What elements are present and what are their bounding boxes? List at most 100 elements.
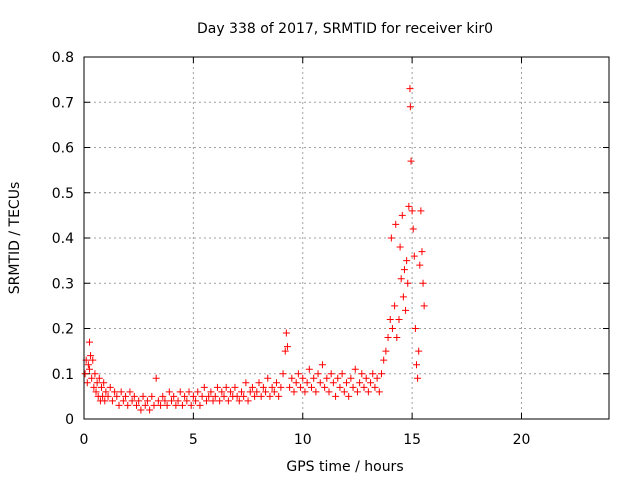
data-point (391, 302, 399, 310)
data-point (347, 374, 355, 382)
data-point (380, 356, 388, 364)
y-tick-label: 0 (65, 412, 74, 428)
data-point (93, 379, 101, 387)
data-point (183, 397, 191, 405)
data-point (172, 401, 180, 409)
data-point (406, 103, 414, 111)
y-tick-label: 0.8 (52, 50, 74, 66)
data-point (157, 401, 165, 409)
data-point (257, 392, 265, 400)
data-point (297, 383, 305, 391)
data-point (124, 401, 132, 409)
data-point (122, 392, 130, 400)
data-point (83, 379, 91, 387)
chart-title: Day 338 of 2017, SRMTID for receiver kir… (197, 21, 493, 37)
data-point (290, 388, 298, 396)
data-point (288, 374, 296, 382)
data-point (303, 379, 311, 387)
data-point (305, 365, 313, 373)
data-point (111, 388, 119, 396)
data-point (378, 370, 385, 378)
x-tick-label: 20 (513, 432, 531, 448)
data-point (213, 383, 221, 391)
data-point (392, 220, 400, 228)
data-point (233, 392, 241, 400)
data-point (314, 370, 322, 378)
data-point (310, 374, 318, 382)
data-point (238, 388, 245, 396)
data-point (81, 370, 89, 378)
data-point (248, 383, 256, 391)
grid-lines (84, 57, 609, 419)
data-point (222, 383, 230, 391)
y-tick-label: 0.4 (52, 231, 74, 247)
data-point (384, 334, 392, 342)
data-point (416, 261, 424, 269)
data-point (170, 392, 178, 400)
data-point (101, 397, 109, 405)
data-point (351, 365, 359, 373)
data-point (395, 315, 403, 323)
data-point (393, 334, 401, 342)
data-point (281, 347, 289, 355)
data-point (224, 397, 232, 405)
data-point (98, 383, 105, 391)
data-point (152, 374, 160, 382)
data-point (375, 388, 383, 396)
data-point (369, 370, 377, 378)
data-point (318, 361, 326, 369)
data-point (404, 279, 412, 287)
data-point (108, 397, 116, 405)
data-point (334, 374, 342, 382)
data-point (91, 370, 99, 378)
data-point (117, 388, 125, 396)
y-tick-label: 0.6 (52, 141, 74, 157)
data-point (419, 279, 427, 287)
data-point (283, 343, 291, 351)
y-axis-label: SRMTID / TECUs (7, 182, 23, 295)
data-point (246, 388, 254, 396)
data-point (268, 383, 276, 391)
data-point (406, 85, 414, 93)
data-point (301, 388, 309, 396)
y-tick-label: 0.5 (52, 186, 74, 202)
data-point (411, 325, 419, 332)
data-point (262, 388, 270, 396)
x-tick-label: 0 (80, 432, 89, 448)
data-point (150, 401, 158, 409)
y-tick-label: 0.7 (52, 95, 74, 111)
data-point (92, 388, 100, 396)
data-point (90, 383, 98, 391)
plot-frame (83, 56, 610, 420)
data-point (192, 397, 200, 405)
data-point (403, 257, 411, 265)
data-point (362, 374, 370, 382)
data-points (81, 85, 428, 414)
data-point (397, 275, 405, 283)
data-point (371, 383, 379, 391)
data-point (418, 248, 426, 256)
data-point (282, 329, 290, 337)
data-point (139, 392, 147, 400)
data-point (408, 207, 416, 215)
data-point (338, 370, 346, 378)
data-point (251, 392, 259, 400)
data-point (176, 388, 184, 396)
data-point (387, 234, 395, 242)
data-point (373, 374, 381, 382)
data-point (148, 392, 156, 400)
data-point (332, 392, 340, 400)
data-point (286, 383, 294, 391)
data-point (174, 397, 182, 405)
data-point (209, 397, 217, 405)
y-tick-label: 0.2 (52, 322, 74, 338)
data-point (405, 202, 413, 210)
data-point (386, 315, 394, 323)
data-point (146, 406, 154, 414)
data-point (133, 401, 140, 409)
data-point (181, 392, 189, 400)
data-point (273, 379, 280, 387)
data-point (130, 392, 138, 400)
data-point (294, 370, 302, 378)
